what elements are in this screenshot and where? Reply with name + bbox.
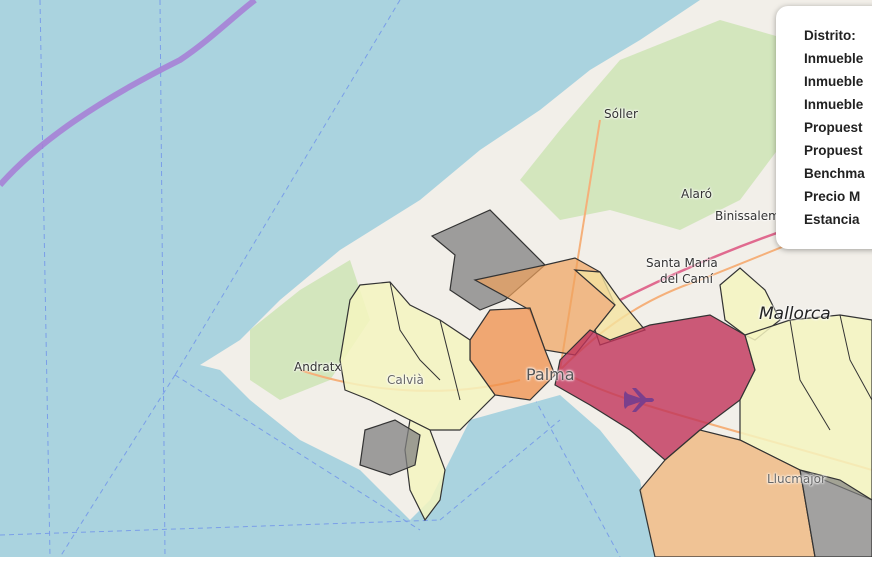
city-label: Palma [526,365,575,384]
place-label: Santa Maria [646,256,718,270]
place-label: Sóller [604,107,638,121]
tooltip-label: Propuest [804,143,863,158]
tooltip-label: Propuest [804,120,863,135]
districts [339,209,872,557]
place-label: Binissalem [715,209,780,223]
forest-area [250,260,370,400]
tooltip-label: Benchma [804,166,865,181]
tooltip-label: Inmueble [804,97,864,112]
district-no-data [359,419,421,476]
tooltip-label: Inmueble [804,51,864,66]
tooltip-district-label: Distrito: [804,28,856,43]
district-no-data [799,469,872,557]
district-tooltip: Distrito: Inmueble Inmueble Inmueble Pro… [776,6,872,249]
place-label: Llucmajor [767,472,826,486]
tooltip-label: Estancia [804,212,860,227]
place-label: Calvià [387,373,424,387]
place-label: Andratx [294,360,342,374]
municipal-boundaries [389,281,872,431]
bottom-edge [0,557,872,561]
region-label: Mallorca [759,304,831,324]
maritime-boundaries [0,0,621,557]
tooltip-label: Inmueble [804,74,864,89]
airport-icon [624,388,654,412]
route-line [0,0,257,187]
place-label: Alaró [681,187,712,201]
tooltip-label: Precio M [804,189,861,204]
place-label: del Camí [660,272,713,286]
